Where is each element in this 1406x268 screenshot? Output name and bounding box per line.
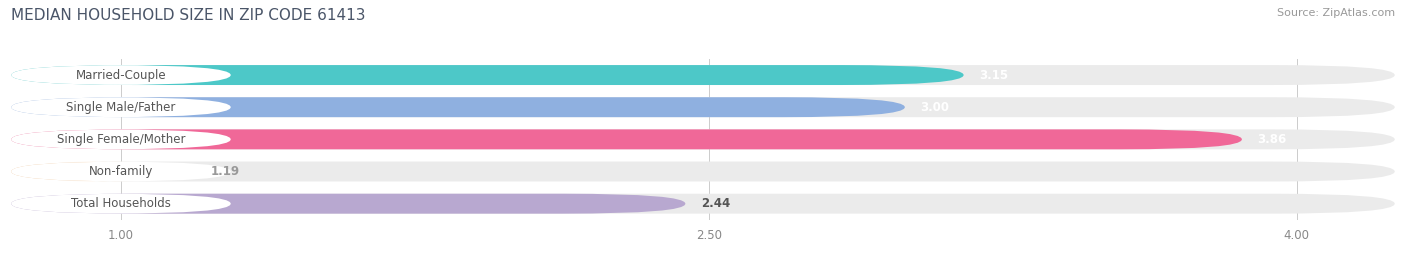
FancyBboxPatch shape [11, 65, 963, 85]
FancyBboxPatch shape [11, 97, 905, 117]
FancyBboxPatch shape [11, 97, 231, 117]
Text: Non-family: Non-family [89, 165, 153, 178]
FancyBboxPatch shape [11, 65, 1395, 85]
Text: Single Male/Father: Single Male/Father [66, 101, 176, 114]
FancyBboxPatch shape [11, 162, 231, 181]
Text: 3.00: 3.00 [921, 101, 949, 114]
Text: Source: ZipAtlas.com: Source: ZipAtlas.com [1277, 8, 1395, 18]
FancyBboxPatch shape [11, 194, 231, 214]
Text: 1.19: 1.19 [211, 165, 240, 178]
FancyBboxPatch shape [11, 129, 1395, 149]
Text: 3.86: 3.86 [1257, 133, 1286, 146]
FancyBboxPatch shape [11, 97, 1395, 117]
FancyBboxPatch shape [11, 129, 1241, 149]
FancyBboxPatch shape [11, 194, 1395, 214]
Text: Married-Couple: Married-Couple [76, 69, 166, 81]
FancyBboxPatch shape [11, 65, 231, 85]
Text: MEDIAN HOUSEHOLD SIZE IN ZIP CODE 61413: MEDIAN HOUSEHOLD SIZE IN ZIP CODE 61413 [11, 8, 366, 23]
FancyBboxPatch shape [11, 194, 685, 214]
Text: 3.15: 3.15 [980, 69, 1008, 81]
FancyBboxPatch shape [11, 162, 195, 181]
FancyBboxPatch shape [11, 162, 1395, 181]
FancyBboxPatch shape [11, 129, 231, 149]
Text: Single Female/Mother: Single Female/Mother [56, 133, 186, 146]
Text: Total Households: Total Households [72, 197, 172, 210]
Text: 2.44: 2.44 [702, 197, 730, 210]
